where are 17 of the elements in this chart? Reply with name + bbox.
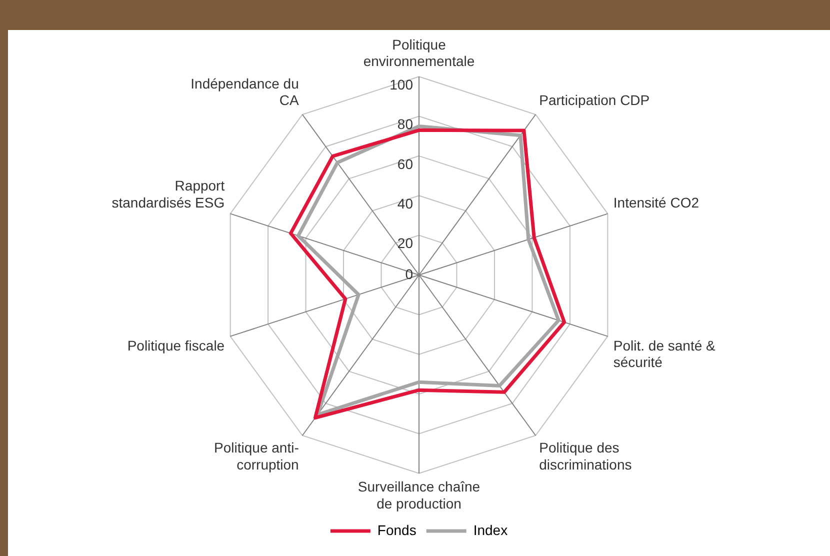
spoke-label: Indépendance du CA	[190, 75, 300, 108]
y-tick-label: 100	[390, 76, 414, 92]
legend-label: Fonds	[377, 522, 416, 538]
y-tick-label: 40	[397, 196, 414, 212]
spoke-label: Politique anti- corruption	[214, 440, 300, 472]
spoke-label: Participation CDP	[539, 92, 650, 108]
spoke-label: Politique environnementale	[363, 36, 475, 70]
y-tick-label: 20	[397, 235, 414, 252]
y-tick-label: 60	[397, 156, 414, 172]
spoke-label: Polit. de santé & sécurité	[613, 337, 716, 370]
spoke-label: Intensité CO2	[613, 194, 700, 210]
spoke-label: Politique fiscale	[127, 337, 225, 354]
spoke-label: Surveillance chaîne de production	[358, 478, 480, 512]
legend-label: Index	[473, 522, 508, 538]
y-tick-label: 80	[397, 116, 414, 132]
spoke-label: Rapport standardisés ESG	[112, 177, 225, 210]
spoke-label: Politique des discriminations	[539, 440, 632, 472]
